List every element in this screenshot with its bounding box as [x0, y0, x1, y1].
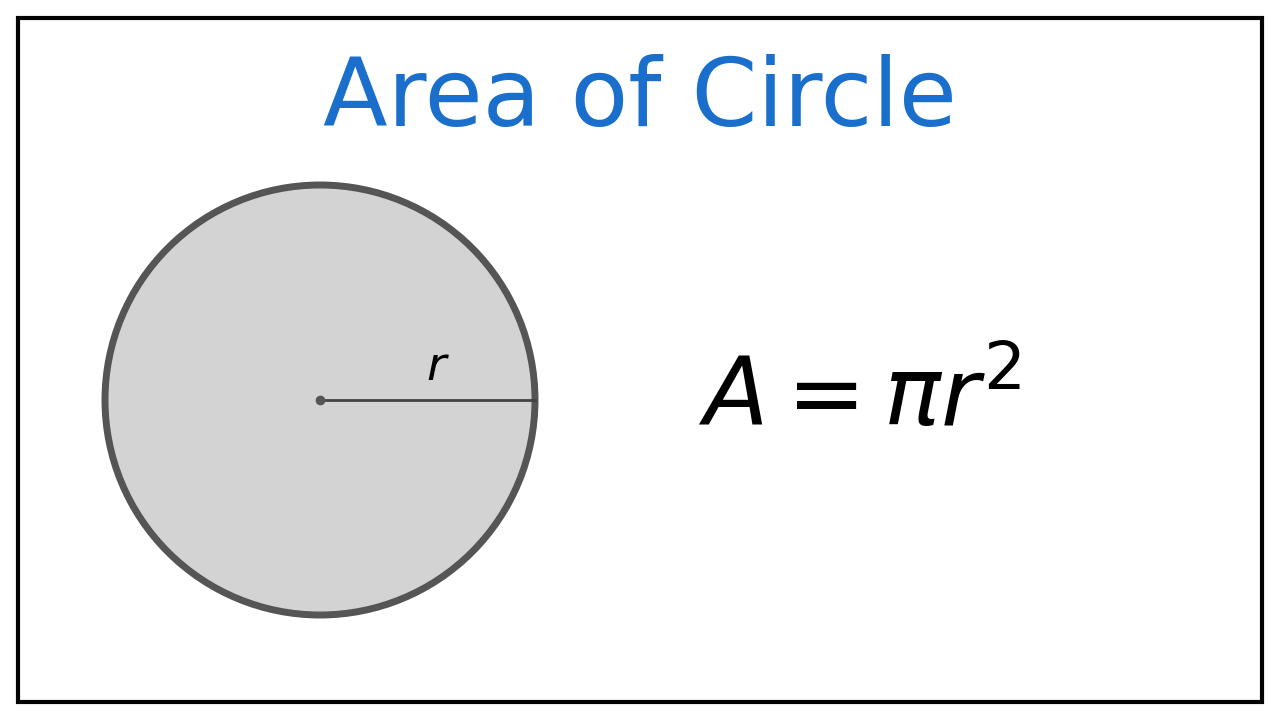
Text: $\mathit{A} = \pi \mathit{r}^2$: $\mathit{A} = \pi \mathit{r}^2$ [699, 354, 1021, 446]
Circle shape [105, 185, 535, 615]
Text: $\mathit{r}$: $\mathit{r}$ [426, 346, 451, 390]
Text: Area of Circle: Area of Circle [323, 54, 957, 146]
